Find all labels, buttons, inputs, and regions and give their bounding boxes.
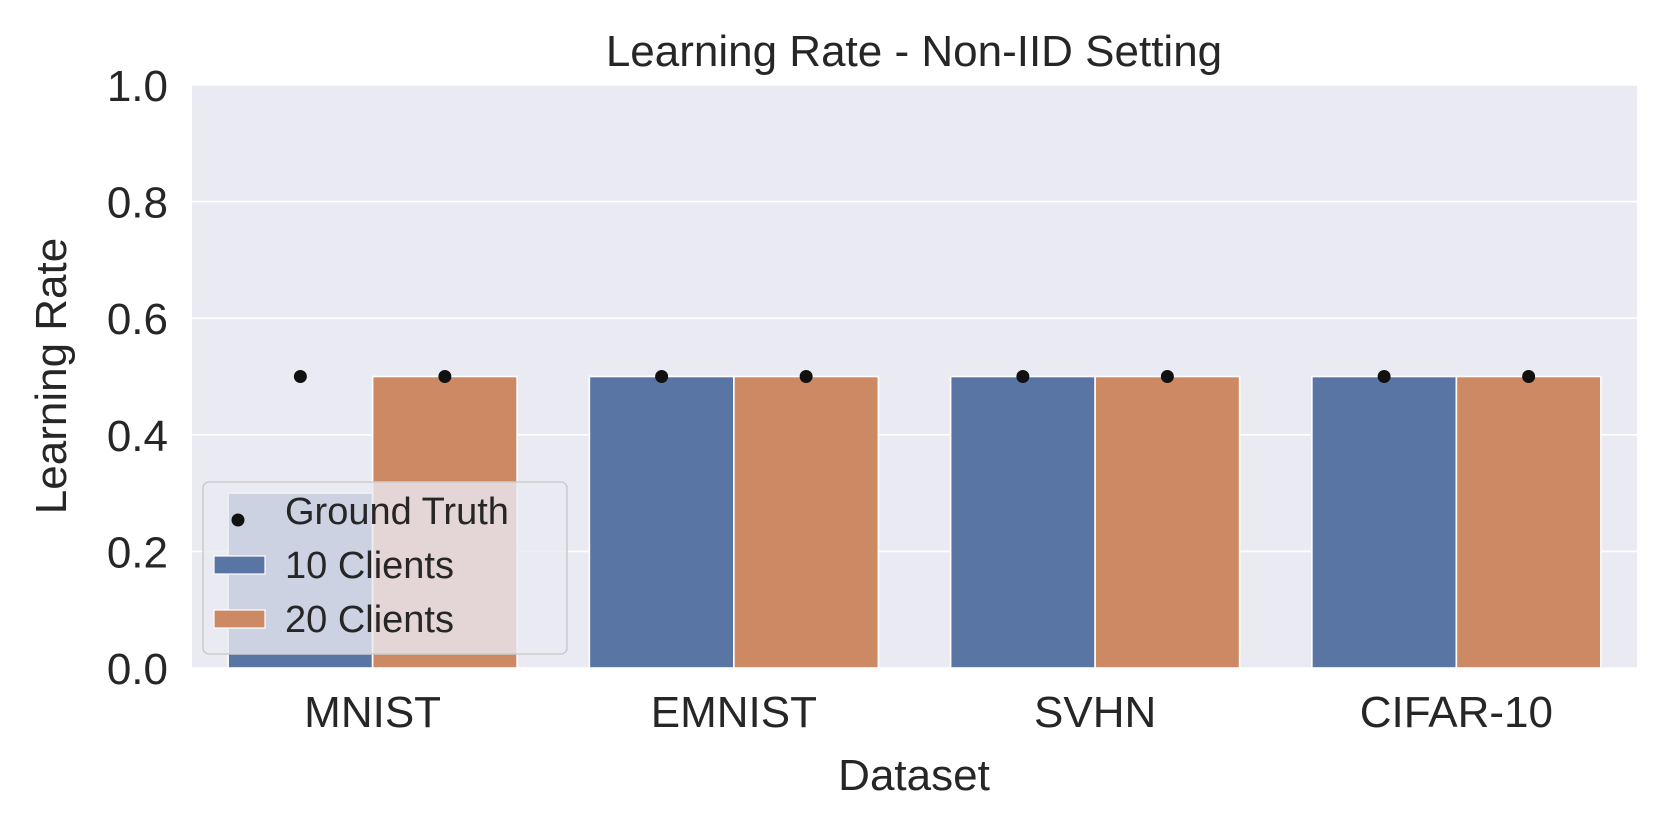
ground-truth-point (1016, 370, 1030, 383)
legend-label: 10 Clients (285, 545, 454, 587)
legend-marker-ground-truth (231, 513, 245, 527)
x-axis-label: Dataset (838, 751, 990, 800)
legend-label: 20 Clients (285, 599, 454, 641)
bar-20-clients (733, 375, 880, 669)
ground-truth-point (438, 370, 452, 383)
ground-truth-point (655, 370, 669, 383)
y-tick-labels: 0.0 0.2 0.4 0.6 0.8 1.0 (107, 62, 168, 694)
ground-truth-point (1522, 370, 1536, 383)
chart-title: Learning Rate - Non-IID Setting (606, 27, 1222, 76)
ground-truth-point (1377, 370, 1391, 383)
bar-20-clients (1094, 375, 1241, 669)
legend: Ground Truth 10 Clients 20 Clients (202, 481, 568, 655)
bar-20-clients (1455, 375, 1602, 669)
y-tick-label: 0.0 (107, 645, 168, 694)
legend-frame (202, 481, 568, 655)
ground-truth-point (1160, 370, 1174, 383)
bar-10-clients (1311, 375, 1458, 669)
y-tick-label: 0.8 (107, 179, 168, 228)
legend-swatch (213, 555, 266, 575)
x-tick-label: CIFAR-10 (1360, 688, 1553, 737)
y-tick-label: 0.6 (107, 295, 168, 344)
ground-truth-points (293, 370, 1536, 383)
bar-10-clients (949, 375, 1096, 669)
y-axis-label: Learning Rate (27, 238, 76, 514)
ground-truth-point (799, 370, 813, 383)
y-tick-label: 1.0 (107, 62, 168, 111)
legend-swatch (213, 609, 266, 629)
y-tick-label: 0.2 (107, 528, 168, 577)
y-tick-label: 0.4 (107, 412, 168, 461)
bar-10-clients (588, 375, 735, 669)
x-tick-label: SVHN (1034, 688, 1156, 737)
legend-label: Ground Truth (285, 491, 509, 533)
x-tick-label: MNIST (304, 688, 441, 737)
ground-truth-point (293, 370, 307, 383)
x-tick-labels: MNIST EMNIST SVHN CIFAR-10 (304, 688, 1553, 737)
x-tick-label: EMNIST (651, 688, 817, 737)
